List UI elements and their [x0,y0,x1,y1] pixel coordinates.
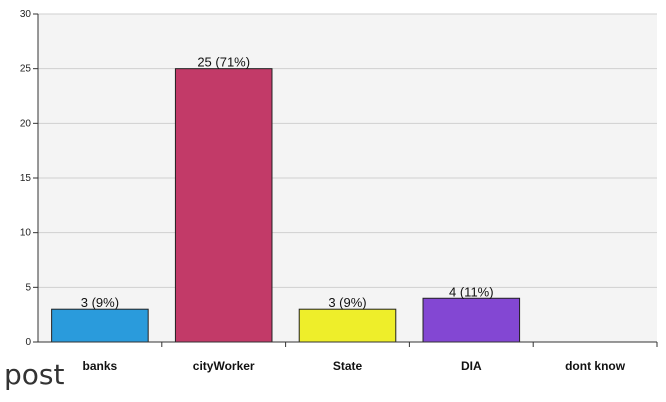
axes [33,13,658,347]
y-tick-label: 10 [20,228,32,239]
data-label: 3 (9%) [328,295,366,310]
data-label: 3 (9%) [81,295,119,310]
y-tick-label: 0 [25,337,31,348]
bars [51,68,521,343]
x-tick-label: dont know [565,359,626,373]
labels: 0 5 10 15 20 25 30 3 (9%) banks 25 (71%) cityWorke… [20,9,626,373]
footer-text: post [4,358,65,391]
bar-cityworker [174,68,273,343]
bar-banks [51,308,149,343]
x-tick-label: cityWorker [193,359,255,373]
y-tick-label: 20 [20,118,32,129]
x-tick-label: DIA [461,359,482,373]
y-tick-label: 15 [20,173,32,184]
data-label: 4 (11%) [449,284,494,299]
x-tick-label: banks [83,359,118,373]
bar-dia [422,297,521,343]
bar-state [298,308,397,343]
y-tick-label: 25 [20,64,32,75]
x-tick-label: State [333,359,363,373]
y-tick-label: 30 [20,9,32,20]
gridlines [38,13,657,288]
data-label: 25 (71%) [197,55,250,70]
y-tick-label: 5 [25,282,31,293]
